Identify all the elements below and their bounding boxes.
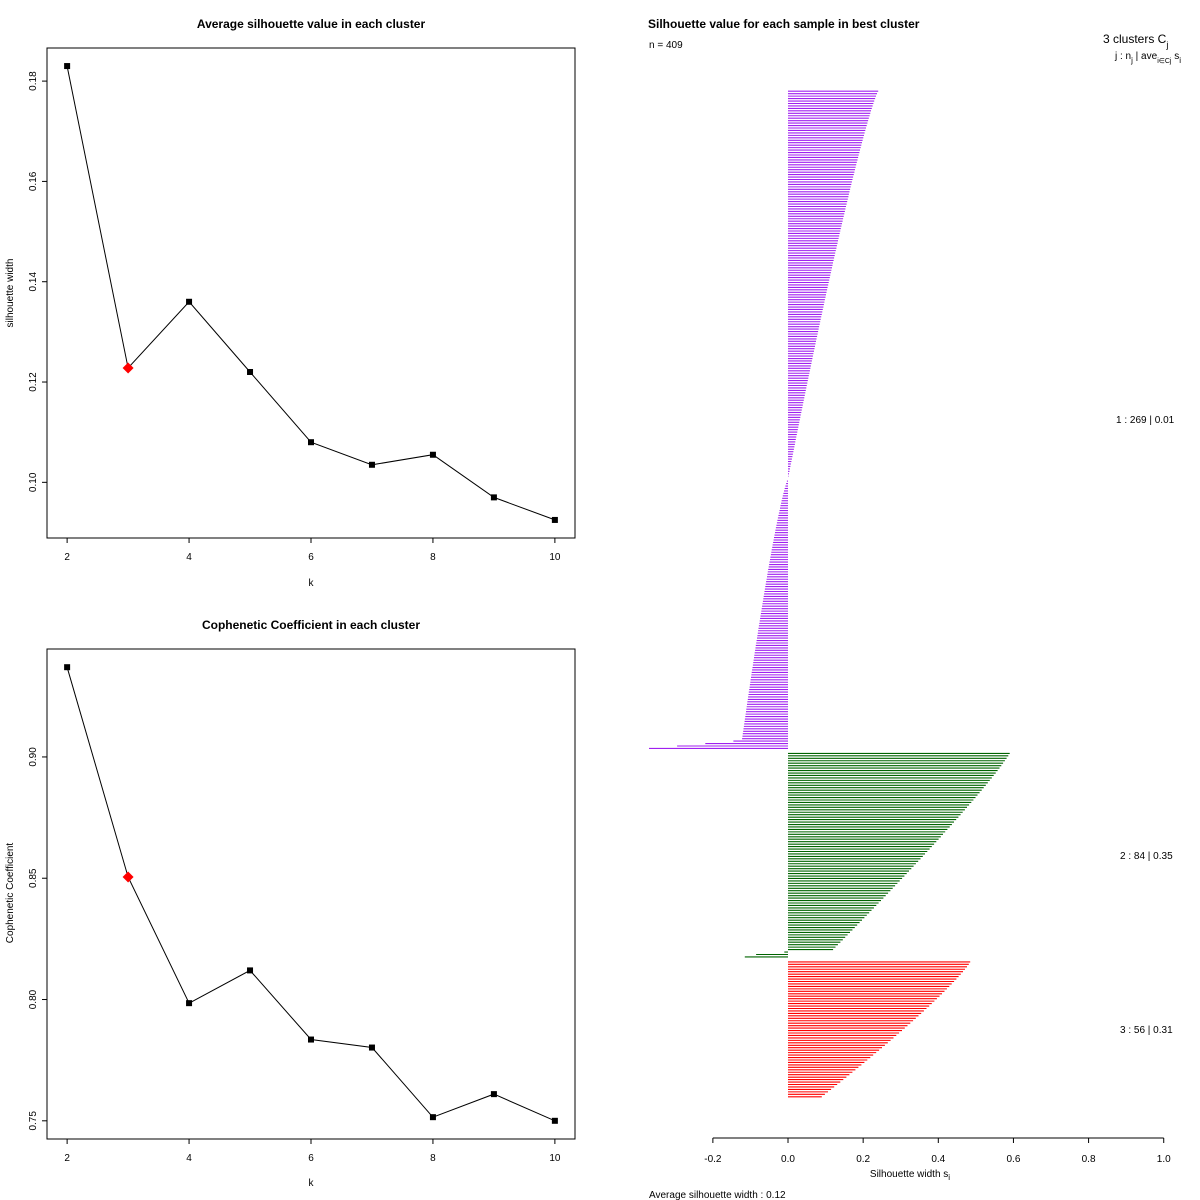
cophenetic-ytick-label: 0.90 [28, 747, 39, 767]
silhouette-bar-xlabel: Silhouette width si [870, 1169, 950, 1182]
silhouette-best-k-point [122, 362, 134, 374]
silhouette-bar-xtick-label: 0.8 [1082, 1154, 1096, 1165]
legend-title: 3 clusters Cj [1103, 32, 1168, 50]
cluster-1-label: 1 : 269 | 0.01 [1116, 415, 1175, 426]
silhouette-bar-xtick-label: 0.6 [1006, 1154, 1020, 1165]
silhouette-xtick-label: 2 [64, 552, 70, 563]
silhouette-data-point [551, 516, 558, 523]
cophenetic-xtick-label: 4 [186, 1153, 192, 1164]
silhouette-ytick-label: 0.16 [28, 171, 39, 191]
silhouette-line-title: Average silhouette value in each cluster [197, 17, 426, 31]
silhouette-line-panel: Average silhouette value in each cluster… [5, 17, 576, 589]
legend-header: j : nj | avei∈Cj si [1114, 51, 1181, 65]
cophenetic-data-point [368, 1044, 375, 1051]
cophenetic-ytick-label: 0.85 [28, 868, 39, 888]
silhouette-ytick-label: 0.12 [28, 372, 39, 392]
silhouette-xtick-label: 8 [430, 552, 436, 563]
silhouette-xtick-label: 10 [549, 552, 561, 563]
silhouette-data-point [429, 451, 436, 458]
cophenetic-data-point [308, 1036, 314, 1043]
cophenetic-xtick-label: 10 [549, 1153, 561, 1164]
cophenetic-data-point [551, 1117, 558, 1124]
average-silhouette-footer: Average silhouette width : 0.12 [649, 1190, 786, 1200]
silhouette-bar-xtick-label: 0.2 [856, 1154, 870, 1165]
cophenetic-xtick-label: 8 [430, 1153, 436, 1164]
cophenetic-data-point [186, 1000, 193, 1007]
cophenetic-best-k-point [122, 871, 134, 883]
silhouette-series-line [66, 66, 556, 521]
cophenetic-line-xlabel: k [309, 1178, 315, 1189]
cophenetic-series-line [66, 667, 556, 1122]
cluster-2-label: 2 : 84 | 0.35 [1120, 851, 1173, 862]
cophenetic-ytick-label: 0.75 [28, 1111, 39, 1131]
cophenetic-xtick-label: 2 [64, 1153, 70, 1164]
cophenetic-xtick-label: 6 [308, 1153, 314, 1164]
silhouette-line-xlabel: k [309, 578, 315, 589]
silhouette-line-plot-box [46, 47, 576, 539]
sample-count-label: n = 409 [649, 40, 683, 51]
cophenetic-line-plot-box [46, 648, 576, 1140]
silhouette-bar-panel: Silhouette value for each sample in best… [648, 17, 1181, 1200]
silhouette-xtick-label: 4 [186, 552, 192, 563]
silhouette-data-point [64, 63, 71, 70]
silhouette-ytick-label: 0.18 [28, 71, 39, 91]
silhouette-bar-xtick-label: 1.0 [1157, 1154, 1171, 1165]
cophenetic-data-point [247, 967, 254, 974]
silhouette-ytick-label: 0.14 [28, 272, 39, 292]
silhouette-bar-title: Silhouette value for each sample in best… [648, 17, 920, 31]
silhouette-bar-xtick-label: 0.0 [781, 1154, 795, 1165]
silhouette-data-point [490, 494, 497, 501]
silhouette-ytick-label: 0.10 [28, 472, 39, 492]
cophenetic-ytick-label: 0.80 [28, 989, 39, 1009]
cophenetic-line-panel: Cophenetic Coefficient in each cluster k… [5, 618, 576, 1189]
cophenetic-data-point [490, 1091, 497, 1098]
cophenetic-line-ylabel: Cophenetic Coefficient [5, 843, 16, 944]
silhouette-xtick-label: 6 [308, 552, 314, 563]
cophenetic-line-title: Cophenetic Coefficient in each cluster [202, 618, 420, 632]
silhouette-bar-xtick-label: 0.4 [931, 1154, 945, 1165]
silhouette-line-ylabel: silhouette width [5, 259, 16, 328]
silhouette-data-point [247, 368, 254, 375]
silhouette-bar-xtick-label: -0.2 [704, 1154, 722, 1165]
silhouette-data-point [368, 461, 375, 468]
cophenetic-data-point [429, 1114, 436, 1121]
silhouette-data-point [308, 439, 314, 446]
cophenetic-data-point [64, 664, 71, 671]
cluster-3-label: 3 : 56 | 0.31 [1120, 1025, 1173, 1036]
silhouette-data-point [186, 298, 193, 305]
